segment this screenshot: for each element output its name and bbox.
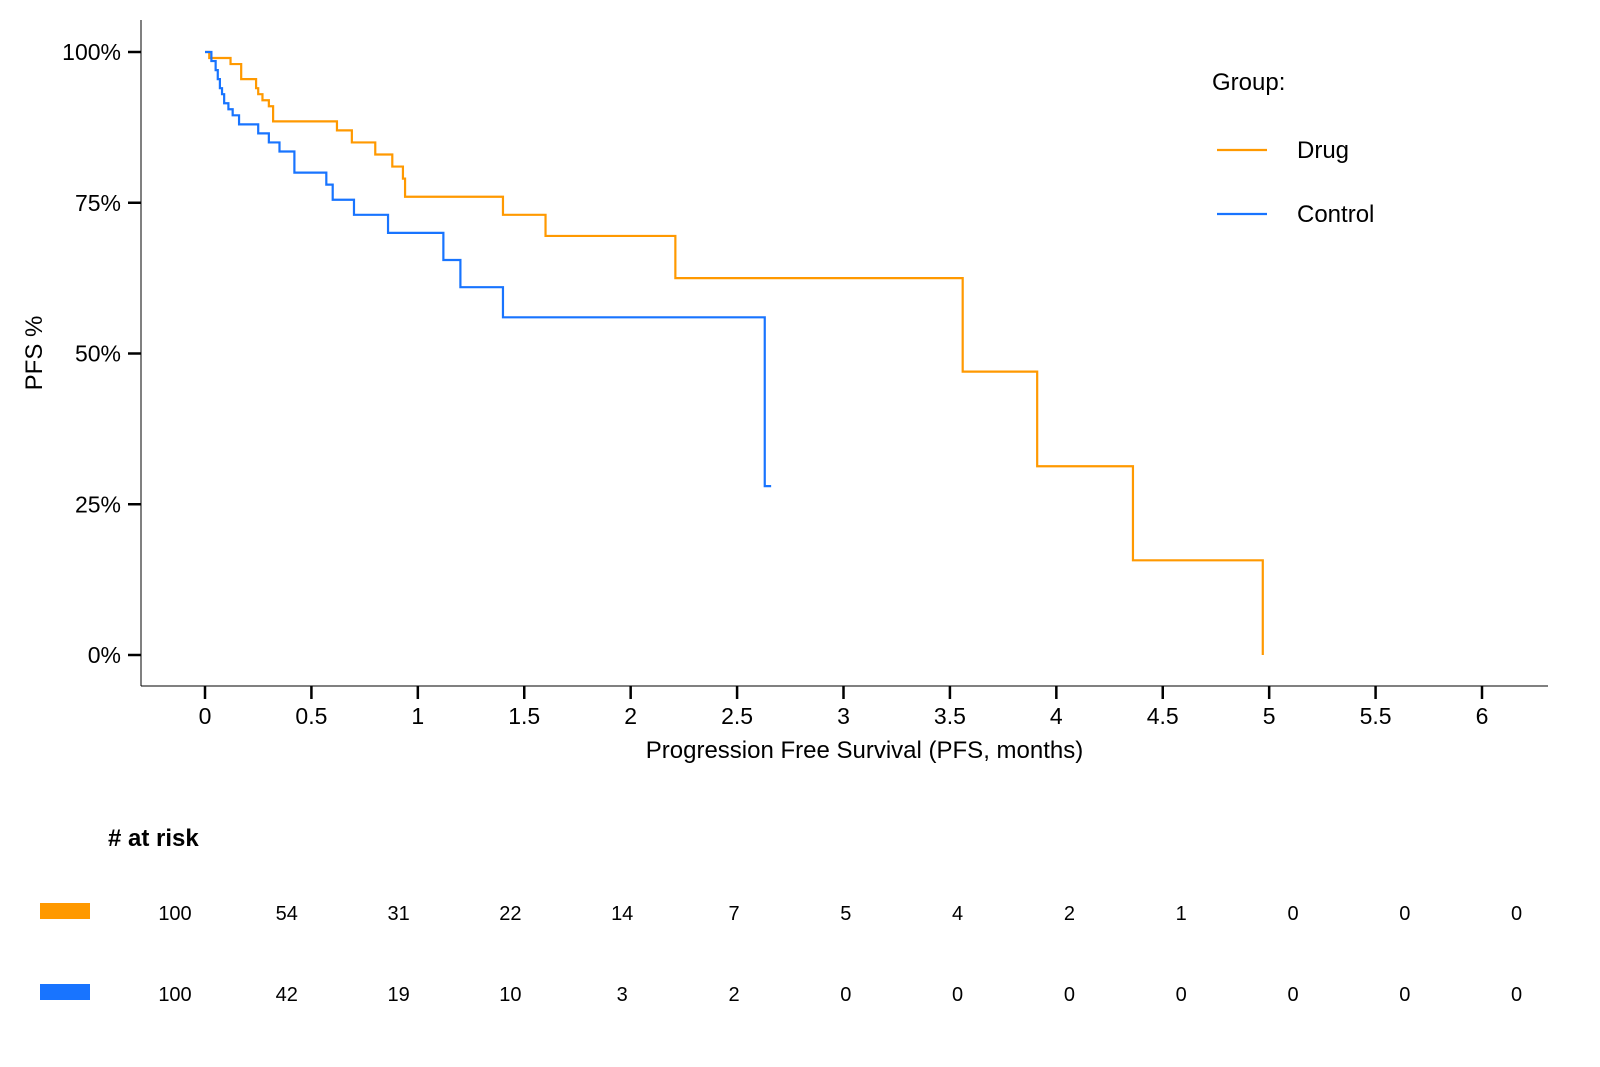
x-tick-label: 4.5 <box>1147 703 1179 729</box>
legend-label-drug: Drug <box>1297 137 1349 164</box>
risk-count-drug: 4 <box>952 903 963 925</box>
risk-count-drug: 0 <box>1399 903 1410 925</box>
legend-items: Drug Control <box>1217 137 1374 228</box>
risk-count-control: 2 <box>728 984 739 1006</box>
series-line-drug <box>205 50 1264 655</box>
risk-count-control: 0 <box>1399 984 1410 1006</box>
x-axis-title: Progression Free Survival (PFS, months) <box>646 737 1083 764</box>
x-tick-label: 0 <box>199 703 212 729</box>
x-tick-label: 1.5 <box>508 703 540 729</box>
risk-count-control: 3 <box>617 984 628 1006</box>
risk-count-drug: 0 <box>1511 903 1522 925</box>
risk-count-control: 0 <box>1176 984 1187 1006</box>
y-tick-label: 100% <box>62 39 121 65</box>
risk-row-swatch-drug <box>40 903 90 919</box>
risk-count-drug: 22 <box>499 903 521 925</box>
risk-count-drug: 2 <box>1064 903 1075 925</box>
risk-row-swatch-control <box>40 984 90 1000</box>
risk-count-control: 0 <box>1511 984 1522 1006</box>
risk-count-control: 42 <box>276 984 298 1006</box>
x-tick-label: 1 <box>411 703 424 729</box>
risk-count-drug: 1 <box>1176 903 1187 925</box>
risk-count-drug: 100 <box>158 903 191 925</box>
x-ticks: 0 0.5 1 1.5 2 2.5 3 3.5 4 4.5 5 5.5 6 <box>199 686 1489 729</box>
x-tick-label: 2 <box>624 703 637 729</box>
y-tick-label: 0% <box>88 642 121 668</box>
risk-count-drug: 0 <box>1287 903 1298 925</box>
risk-count-control: 10 <box>499 984 521 1006</box>
series-layer <box>205 50 1264 655</box>
risk-count-drug: 14 <box>611 903 633 925</box>
risk-count-control: 0 <box>952 984 963 1006</box>
risk-count-control: 0 <box>1064 984 1075 1006</box>
y-tick-label: 75% <box>75 190 121 216</box>
series-line-control <box>205 50 772 488</box>
risk-count-control: 0 <box>840 984 851 1006</box>
x-tick-label: 4 <box>1050 703 1063 729</box>
risk-count-drug: 31 <box>387 903 409 925</box>
y-ticks: 0% 25% 50% 75% 100% <box>62 39 141 668</box>
risk-count-drug: 54 <box>276 903 298 925</box>
x-tick-label: 5 <box>1263 703 1276 729</box>
risk-count-drug: 7 <box>728 903 739 925</box>
x-tick-label: 5.5 <box>1360 703 1392 729</box>
x-tick-label: 2.5 <box>721 703 753 729</box>
axes: 0% 25% 50% 75% 100% 0 0.5 1 1.5 2 2.5 3 3.5 4 4.5 5 5.5… <box>62 20 1548 729</box>
x-tick-label: 3.5 <box>934 703 966 729</box>
y-axis-title: PFS % <box>21 316 48 391</box>
y-tick-label: 25% <box>75 491 121 517</box>
legend-title: Group: <box>1212 69 1285 96</box>
risk-count-control: 0 <box>1287 984 1298 1006</box>
x-tick-label: 6 <box>1476 703 1489 729</box>
risk-count-control: 19 <box>387 984 409 1006</box>
risk-count-control: 100 <box>158 984 191 1006</box>
risk-table-title: # at risk <box>108 825 199 852</box>
legend: Group: Drug Control <box>1212 69 1374 228</box>
x-tick-label: 0.5 <box>295 703 327 729</box>
x-tick-label: 3 <box>837 703 850 729</box>
legend-label-control: Control <box>1297 201 1374 228</box>
risk-count-drug: 5 <box>840 903 851 925</box>
y-tick-label: 50% <box>75 341 121 367</box>
